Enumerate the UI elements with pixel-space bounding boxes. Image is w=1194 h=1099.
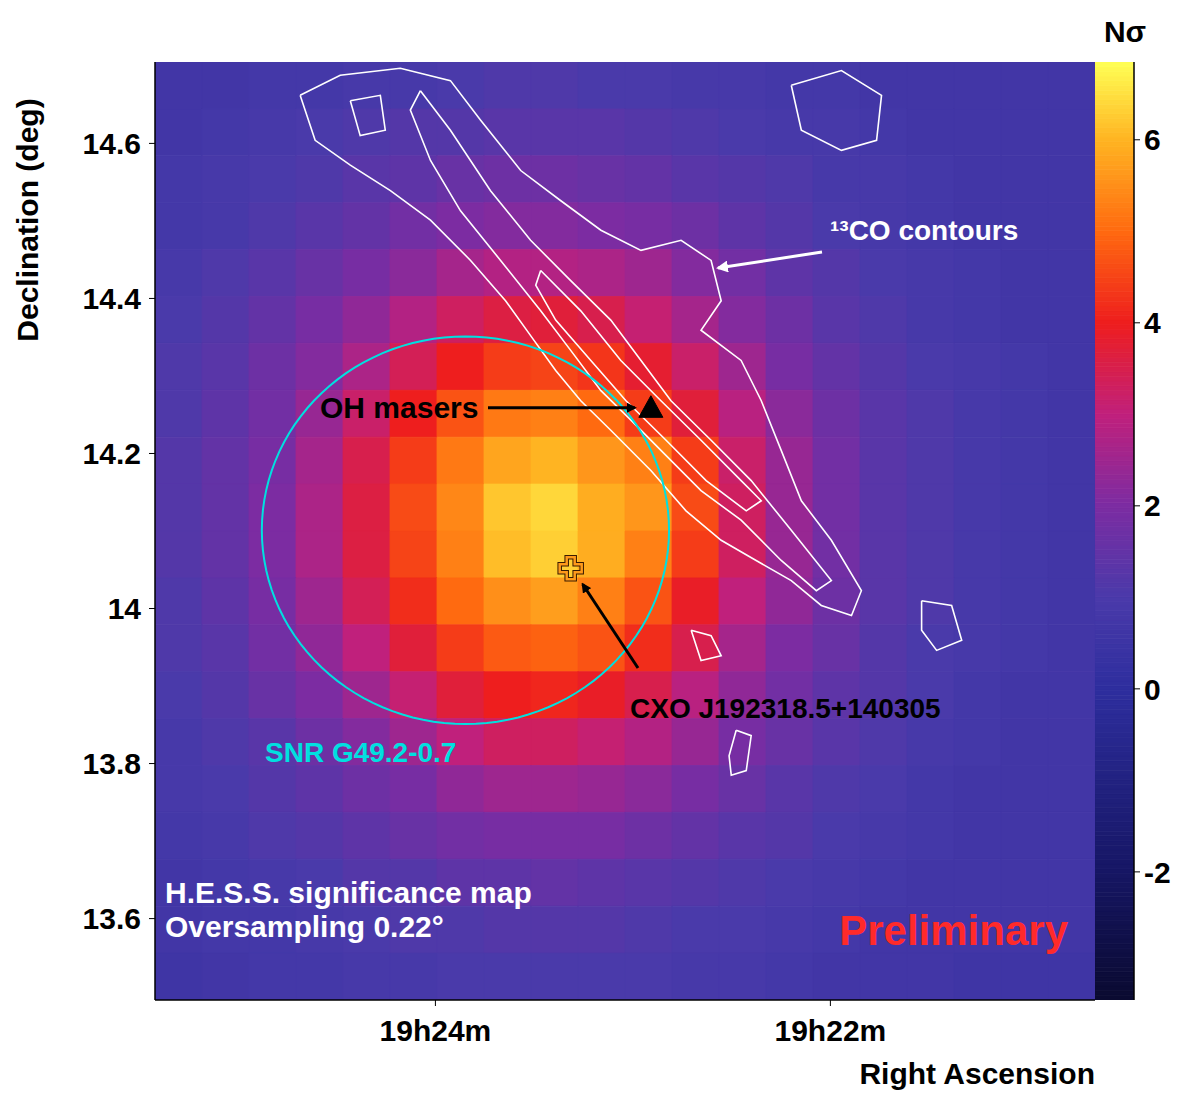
svg-text:6: 6 <box>1144 123 1161 156</box>
svg-text:19h24m: 19h24m <box>380 1014 492 1047</box>
svg-text:14.2: 14.2 <box>83 437 141 470</box>
svg-text:SNR G49.2-0.7: SNR G49.2-0.7 <box>265 737 456 768</box>
svg-text:¹³CO contours: ¹³CO contours <box>830 215 1018 246</box>
svg-text:14.6: 14.6 <box>83 127 141 160</box>
svg-text:-2: -2 <box>1144 856 1171 889</box>
svg-text:14: 14 <box>108 592 142 625</box>
svg-text:Nσ: Nσ <box>1104 15 1146 48</box>
svg-text:14.4: 14.4 <box>83 282 142 315</box>
svg-text:13.6: 13.6 <box>83 902 141 935</box>
svg-text:Right Ascension: Right Ascension <box>859 1057 1095 1090</box>
svg-text:13.8: 13.8 <box>83 747 141 780</box>
svg-text:Oversampling 0.22°: Oversampling 0.22° <box>165 910 444 943</box>
svg-text:Declination (deg): Declination (deg) <box>11 98 44 341</box>
svg-text:Preliminary: Preliminary <box>839 907 1068 954</box>
svg-text:OH masers: OH masers <box>320 391 478 424</box>
svg-text:2: 2 <box>1144 489 1161 522</box>
svg-text:0: 0 <box>1144 673 1161 706</box>
svg-text:CXO J192318.5+140305: CXO J192318.5+140305 <box>630 693 941 724</box>
svg-text:19h22m: 19h22m <box>775 1014 887 1047</box>
svg-text:H.E.S.S. significance map: H.E.S.S. significance map <box>165 876 532 909</box>
svg-text:4: 4 <box>1144 306 1161 339</box>
